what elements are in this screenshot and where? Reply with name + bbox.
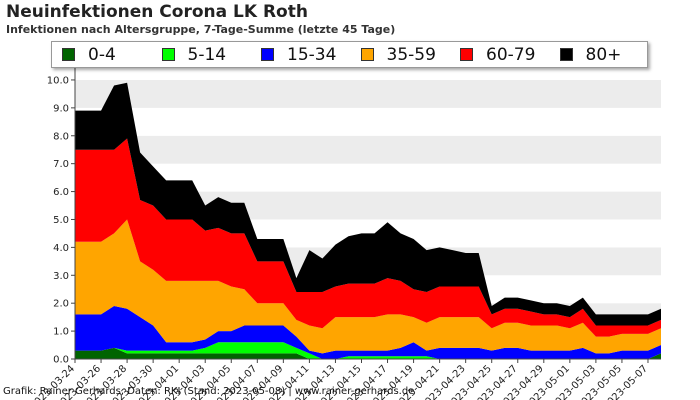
y-tick-label: 5.0 (53, 215, 69, 226)
series-areas (75, 82, 661, 359)
y-tick-label: 7.0 (53, 159, 69, 170)
legend-label: 35-59 (386, 44, 436, 65)
y-tick-label: 4.0 (53, 243, 69, 254)
legend-label: 60-79 (486, 44, 536, 65)
chart-title: Neuinfektionen Corona LK Roth (6, 2, 308, 22)
chart-subtitle: Infektionen nach Altersgruppe, 7-Tage-Su… (6, 23, 396, 36)
legend-item-60-79: 60-79 (460, 42, 535, 67)
legend-label: 5-14 (187, 44, 227, 65)
legend-swatch (261, 48, 274, 61)
credit-line: Grafik: Rainer Gerhards, Daten: RKI (Sta… (3, 386, 415, 397)
legend: 0-4 5-14 15-34 35-59 60-79 80+ (51, 41, 648, 68)
y-tick-label: 3.0 (53, 271, 69, 282)
legend-item-5-14: 5-14 (161, 42, 227, 67)
legend-item-80+: 80+ (559, 42, 622, 67)
legend-label: 0-4 (88, 44, 116, 65)
y-tick-labels: 0.0 1.0 2.0 3.0 4.0 5.0 6.0 7.0 8.0 9.0 10.0 (47, 75, 75, 366)
series-area-35-59 (75, 219, 661, 354)
grid-band (75, 79, 661, 108)
legend-swatch (559, 48, 573, 61)
y-tick-label: 1.0 (53, 327, 69, 338)
legend-label: 80+ (585, 44, 622, 65)
series-area-0-4 (75, 347, 661, 359)
y-tick-label: 6.0 (53, 187, 69, 198)
y-tick-label: 9.0 (53, 103, 69, 114)
series-area-15-34 (75, 305, 661, 359)
legend-swatch (161, 48, 175, 61)
legend-swatch (62, 48, 75, 61)
series-area-5-14 (75, 342, 661, 359)
grid-band (75, 135, 661, 164)
grid-band (75, 107, 661, 136)
y-tick-label: 0.0 (53, 355, 69, 366)
legend-label: 15-34 (287, 44, 337, 65)
axes (74, 66, 661, 360)
series-area-60-79 (75, 138, 661, 337)
y-tick-label: 2.0 (53, 299, 69, 310)
y-tick-label: 8.0 (53, 131, 69, 142)
y-tick-label: 10.0 (47, 75, 69, 86)
series-area-80+ (75, 82, 661, 326)
legend-item-0-4: 0-4 (62, 42, 116, 67)
legend-swatch (460, 48, 473, 61)
legend-item-15-34: 15-34 (261, 42, 336, 67)
grid-band (75, 66, 661, 80)
legend-item-35-59: 35-59 (360, 42, 436, 67)
legend-swatch (360, 48, 374, 61)
